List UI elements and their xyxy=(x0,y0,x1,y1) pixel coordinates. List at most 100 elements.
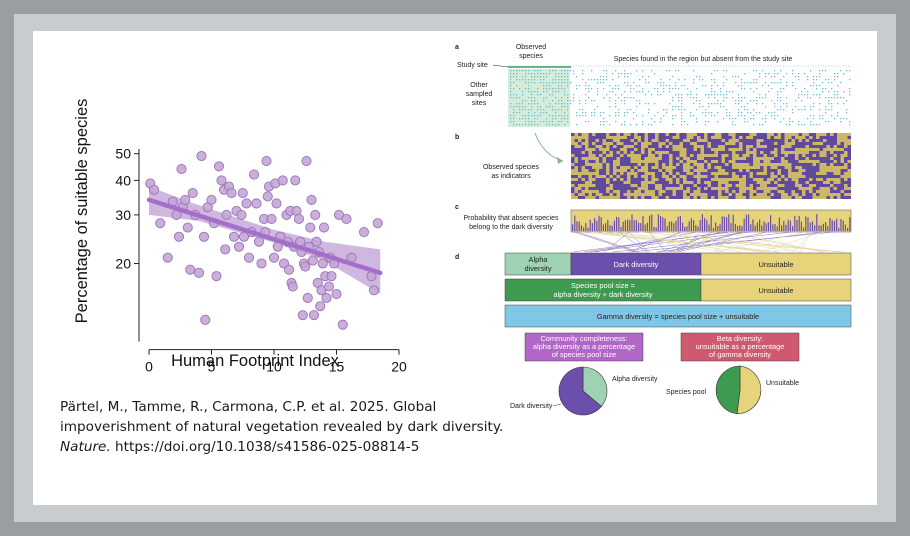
occurrence-dot xyxy=(669,103,671,105)
probability-bar xyxy=(682,222,684,231)
occurrence-dot xyxy=(648,112,650,114)
heatmap-cell xyxy=(693,151,697,154)
heatmap-cell xyxy=(623,160,627,163)
completeness-pie xyxy=(558,366,608,416)
occurrence-dot xyxy=(636,91,638,93)
heatmap-cell xyxy=(599,142,603,145)
occurrence-dot xyxy=(828,82,830,84)
occurrence-dot xyxy=(726,97,728,99)
occurrence-dot xyxy=(588,121,590,123)
heatmap-cell xyxy=(578,160,582,163)
heatmap-cell xyxy=(637,178,641,181)
heatmap-cell xyxy=(777,196,781,199)
heatmap-cell xyxy=(840,193,844,196)
occurrence-dot xyxy=(771,100,773,102)
heatmap-cell xyxy=(840,169,844,172)
probability-bar xyxy=(800,221,802,231)
heatmap-cell xyxy=(578,178,582,181)
heatmap-cell xyxy=(613,175,617,178)
occurrence-dot xyxy=(774,103,776,105)
occurrence-dot xyxy=(561,73,563,75)
heatmap-cell xyxy=(693,187,697,190)
occurrence-dot xyxy=(693,79,695,81)
heatmap-cell xyxy=(658,136,662,139)
occurrence-dot xyxy=(561,76,563,78)
occurrence-dot xyxy=(777,91,779,93)
heatmap-cell xyxy=(581,139,585,142)
occurrence-dot xyxy=(684,121,686,123)
heatmap-cell xyxy=(662,178,666,181)
heatmap-cell xyxy=(616,181,620,184)
probability-bar xyxy=(794,215,796,231)
heatmap-cell xyxy=(707,169,711,172)
pie2-pool-label: Species pool xyxy=(666,389,707,396)
observed-species-block xyxy=(508,69,570,127)
heatmap-cell xyxy=(672,184,676,187)
occurrence-dot xyxy=(615,100,617,102)
heatmap-cell xyxy=(833,184,837,187)
occurrence-dot xyxy=(609,100,611,102)
occurrence-dot xyxy=(738,103,740,105)
occurrence-dot xyxy=(738,85,740,87)
heatmap-cell xyxy=(763,175,767,178)
occurrence-dot xyxy=(807,94,809,96)
occurrence-dot xyxy=(834,97,836,99)
occurrence-dot xyxy=(699,103,701,105)
citation-doi[interactable]: https://doi.org/10.1038/s41586-025-08814… xyxy=(115,439,420,455)
heatmap-cell xyxy=(637,142,641,145)
occurrence-dot xyxy=(546,82,548,84)
data-point xyxy=(148,184,160,195)
occurrence-dot xyxy=(810,97,812,99)
heatmap-cell xyxy=(651,163,655,166)
occurrence-dot xyxy=(783,103,785,105)
heatmap-cell xyxy=(749,181,753,184)
occurrence-dot xyxy=(621,94,623,96)
occurrence-dot xyxy=(636,124,638,126)
occurrence-dot xyxy=(513,112,515,114)
heatmap-cell xyxy=(651,133,655,136)
occurrence-dot xyxy=(753,109,755,111)
heatmap-cell xyxy=(718,157,722,160)
occurrence-dot xyxy=(681,124,683,126)
occurrence-dot xyxy=(756,88,758,90)
heatmap-cell xyxy=(746,190,750,193)
heatmap-cell xyxy=(819,148,823,151)
heatmap-cell xyxy=(749,142,753,145)
heatmap-cell xyxy=(756,136,760,139)
heatmap-cell xyxy=(791,157,795,160)
occurrence-dot xyxy=(714,91,716,93)
occurrence-dot xyxy=(561,70,563,72)
occurrence-dot xyxy=(558,109,560,111)
heatmap-cell xyxy=(637,196,641,199)
heatmap-cell xyxy=(760,136,764,139)
heatmap-cell xyxy=(571,133,575,136)
heatmap-cell xyxy=(732,193,736,196)
occurrence-dot xyxy=(723,70,725,72)
probability-bar xyxy=(613,220,615,231)
heatmap-cell xyxy=(707,193,711,196)
occurrence-dot xyxy=(753,115,755,117)
occurrence-dot xyxy=(645,103,647,105)
heatmap-cell xyxy=(623,163,627,166)
heatmap-cell xyxy=(616,178,620,181)
heatmap-cell xyxy=(627,169,631,172)
heatmap-cell xyxy=(581,196,585,199)
occurrence-dot xyxy=(708,97,710,99)
heatmap-cell xyxy=(581,154,585,157)
probability-bar xyxy=(737,225,739,231)
occurrence-dot xyxy=(672,124,674,126)
probability-bar xyxy=(686,226,688,231)
occurrence-dot xyxy=(732,121,734,123)
occurrence-dot xyxy=(732,118,734,120)
probability-bar xyxy=(609,225,611,231)
occurrence-dot xyxy=(516,70,518,72)
heatmap-cell xyxy=(837,163,841,166)
occurrence-dot xyxy=(681,85,683,87)
occurrence-dot xyxy=(627,97,629,99)
occurrence-dot xyxy=(570,100,572,102)
heatmap-cell xyxy=(574,151,578,154)
occurrence-dot xyxy=(627,85,629,87)
heatmap-cell xyxy=(602,172,606,175)
occurrence-dot xyxy=(510,118,512,120)
heatmap-cell xyxy=(725,145,729,148)
